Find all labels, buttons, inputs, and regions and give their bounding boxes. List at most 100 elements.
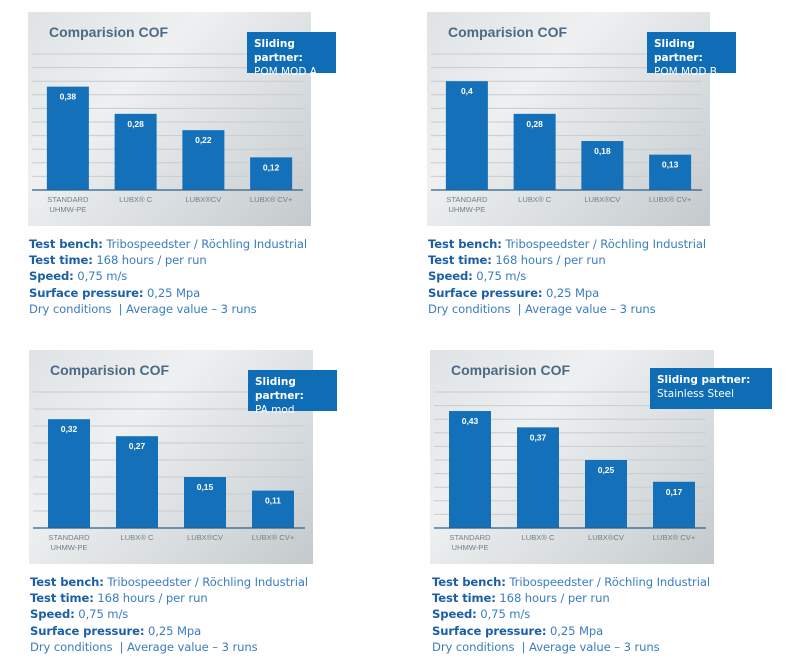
speed-key: Speed: [30, 607, 75, 622]
bar [252, 490, 294, 528]
test-info: Test bench: Tribospeedster / Röchling In… [432, 574, 710, 655]
x-tick-label: UHMW-PE [452, 543, 489, 552]
test-bench-line: Test bench: Tribospeedster / Röchling In… [432, 574, 710, 590]
sliding-partner-value: PA mod [255, 404, 295, 416]
x-tick-label: LUBX® CV+ [250, 195, 293, 204]
chart-title: Comparision COF [50, 362, 170, 378]
speed-key: Speed: [29, 269, 74, 284]
data-label: 0,27 [129, 441, 146, 451]
data-label: 0,37 [530, 432, 547, 442]
data-label: 0,32 [61, 424, 78, 434]
sliding-partner-value: POM MOD B [654, 66, 717, 78]
test-info: Test bench: Tribospeedster / Röchling In… [30, 574, 308, 655]
data-label: 0,17 [666, 487, 683, 497]
chart-area: Comparision COF 0,4 STANDARD UHMW-PE 0,28 LU… [427, 12, 736, 226]
x-tick-label: UHMW-PE [51, 543, 88, 552]
test-time-key: Test time: [30, 591, 94, 606]
speed-line: Speed: 0,75 m/s [432, 606, 710, 622]
speed-key: Speed: [428, 269, 473, 284]
speed-line: Speed: 0,75 m/s [428, 268, 706, 284]
pressure-key: Surface pressure: [428, 285, 543, 300]
bar [46, 86, 89, 190]
x-tick-label: STANDARD [446, 195, 488, 204]
sliding-partner-value: POM MOD A [254, 66, 317, 78]
data-label: 0,43 [462, 416, 479, 426]
chart-area: Comparision COF 0,32 STANDARD UHMW-PE 0,27 L… [29, 350, 337, 564]
data-label: 0,11 [265, 496, 281, 506]
speed-value: 0,75 m/s [476, 607, 531, 622]
test-info: Test bench: Tribospeedster / Röchling In… [428, 236, 706, 317]
data-label: 0,38 [60, 92, 77, 102]
bar [517, 427, 559, 528]
pressure-value: 0,25 Mpa [143, 285, 201, 300]
bar [184, 477, 226, 528]
x-tick-label: STANDARD [449, 533, 491, 542]
x-tick-label: LUBX® C [518, 195, 552, 204]
data-label: 0,18 [594, 146, 611, 156]
conditions-line: Dry conditions | Average value – 3 runs [432, 639, 660, 654]
bar [653, 481, 695, 528]
bar [581, 141, 624, 190]
sliding-partner-badge: Sliding partner: POM MOD A [247, 32, 336, 78]
speed-value: 0,75 m/s [472, 269, 527, 284]
pressure-value: 0,25 Mpa [546, 623, 604, 638]
test-time-value: 168 hours / per run [92, 253, 207, 268]
conditions-line: Dry conditions | Average value – 3 runs [29, 301, 257, 316]
test-time-key: Test time: [428, 253, 492, 268]
x-tick-label: LUBX® C [120, 533, 154, 542]
bar [114, 113, 157, 190]
test-bench-value: Tribospeedster / Röchling Industrial [501, 237, 706, 251]
pressure-value: 0,25 Mpa [542, 285, 600, 300]
test-time-value: 168 hours / per run [495, 591, 610, 606]
data-label: 0,15 [197, 482, 214, 492]
data-label: 0,25 [598, 465, 615, 475]
speed-value: 0,75 m/s [73, 269, 128, 284]
conditions-line: Dry conditions | Average value – 3 runs [30, 639, 258, 654]
x-tick-label: STANDARD [48, 533, 90, 542]
test-time-key: Test time: [29, 253, 93, 268]
test-time-line: Test time: 168 hours / per run [428, 252, 706, 268]
data-label: 0,28 [526, 119, 543, 129]
pressure-line: Surface pressure: 0,25 Mpa [29, 285, 307, 301]
test-time-key: Test time: [432, 591, 496, 606]
sliding-partner-badge: Sliding partner: Stainless Steel [650, 368, 772, 409]
test-bench-key: Test bench: [428, 237, 502, 251]
test-bench-line: Test bench: Tribospeedster / Röchling In… [29, 236, 307, 252]
conditions-line: Dry conditions | Average value – 3 runs [428, 301, 656, 316]
sliding-partner-badge: Sliding partner: POM MOD B [647, 32, 736, 78]
test-time-value: 168 hours / per run [491, 253, 606, 268]
test-bench-line: Test bench: Tribospeedster / Röchling In… [30, 574, 308, 590]
bar [182, 130, 225, 190]
pressure-key: Surface pressure: [432, 623, 547, 638]
x-tick-label: LUBX® CV+ [252, 533, 295, 542]
pressure-line: Surface pressure: 0,25 Mpa [428, 285, 706, 301]
bar [116, 436, 158, 528]
test-bench-key: Test bench: [29, 237, 103, 251]
bar [48, 419, 90, 528]
pressure-line: Surface pressure: 0,25 Mpa [432, 623, 710, 639]
x-tick-label: LUBX® CV+ [649, 195, 692, 204]
x-tick-label: UHMW-PE [448, 205, 485, 214]
test-info: Test bench: Tribospeedster / Röchling In… [29, 236, 307, 317]
test-bench-value: Tribospeedster / Röchling Industrial [103, 575, 308, 589]
sliding-partner-label: Sliding partner: [254, 38, 303, 64]
bar [585, 460, 627, 528]
x-tick-label: LUBX®CV [588, 533, 625, 542]
x-tick-label: LUBX® C [521, 533, 555, 542]
bar [445, 81, 488, 190]
chart-area: Comparision COF 0,43 STANDARD UHMW-PE 0,37 L… [430, 350, 772, 564]
speed-line: Speed: 0,75 m/s [30, 606, 308, 622]
bar [250, 157, 293, 190]
sliding-partner-label: Sliding partner: [654, 38, 703, 64]
x-tick-label: LUBX®CV [584, 195, 621, 204]
test-time-line: Test time: 168 hours / per run [29, 252, 307, 268]
bar [649, 154, 692, 190]
x-tick-label: UHMW-PE [49, 205, 86, 214]
sliding-partner-value: Stainless Steel [657, 388, 735, 400]
chart-title: Comparision COF [49, 24, 169, 40]
test-time-value: 168 hours / per run [93, 591, 208, 606]
pressure-value: 0,25 Mpa [144, 623, 202, 638]
